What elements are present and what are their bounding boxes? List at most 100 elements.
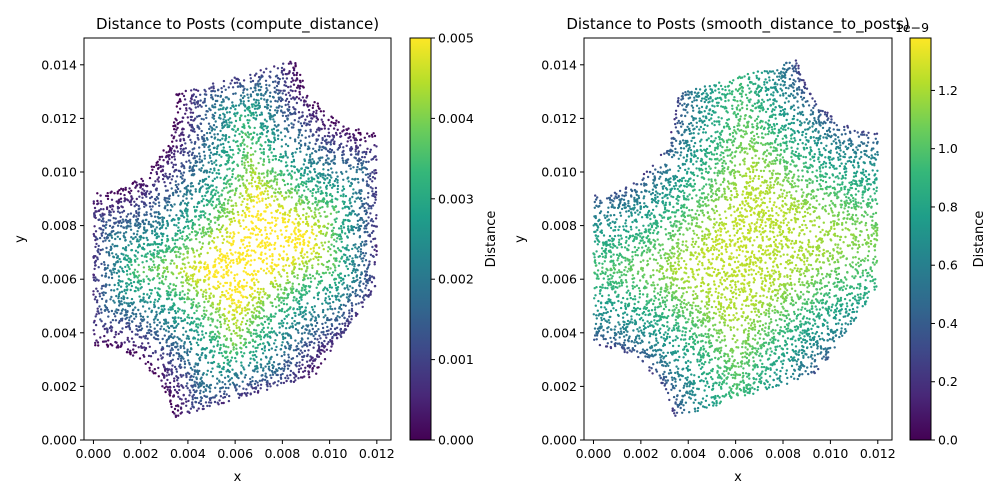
data-point (253, 269, 256, 272)
data-point (274, 195, 277, 198)
data-point (248, 182, 251, 185)
data-point (224, 338, 228, 341)
data-point (170, 373, 173, 376)
data-point (359, 280, 362, 283)
data-point (142, 280, 145, 283)
data-point (362, 166, 366, 169)
data-point (345, 144, 348, 147)
data-point (357, 264, 360, 267)
data-point (219, 143, 223, 146)
data-point (185, 374, 188, 377)
data-point (213, 236, 216, 240)
data-point (181, 309, 184, 312)
data-point (173, 365, 177, 369)
data-point (311, 274, 315, 278)
data-point (100, 232, 103, 235)
data-point (340, 227, 343, 230)
data-point (259, 358, 263, 361)
data-point (313, 310, 316, 314)
data-point (208, 127, 211, 131)
data-point (158, 204, 161, 207)
data-point (135, 215, 138, 218)
data-point (306, 267, 309, 270)
data-point (148, 205, 152, 208)
data-point (216, 340, 220, 343)
data-point (245, 179, 249, 182)
data-point (345, 170, 348, 173)
data-point (342, 146, 345, 149)
data-point (212, 360, 216, 364)
data-point (321, 326, 325, 330)
data-point (165, 219, 169, 223)
data-point (222, 238, 226, 241)
data-point (135, 324, 138, 328)
data-point (202, 171, 206, 174)
data-point (211, 338, 215, 341)
data-point (204, 389, 208, 392)
data-point (128, 187, 131, 190)
data-point (178, 293, 181, 297)
data-point (343, 287, 346, 290)
data-point (288, 326, 291, 330)
data-point (286, 374, 289, 377)
data-point (267, 196, 270, 200)
data-point (297, 368, 301, 371)
data-point (188, 340, 192, 344)
data-point (266, 333, 269, 336)
data-point (347, 229, 350, 232)
data-point (365, 150, 368, 154)
data-point (312, 115, 316, 118)
data-point (290, 289, 294, 292)
data-point (210, 184, 213, 187)
data-point (243, 368, 246, 371)
data-point (284, 327, 288, 330)
data-point (115, 271, 119, 275)
data-point (286, 296, 290, 299)
data-point (287, 103, 290, 106)
data-point (176, 310, 180, 313)
data-point (265, 262, 269, 265)
data-point (228, 329, 231, 332)
data-point (321, 172, 325, 176)
data-point (191, 111, 195, 115)
data-point (264, 292, 267, 295)
data-point (253, 126, 256, 130)
data-point (188, 289, 191, 292)
data-point (253, 180, 257, 183)
data-point (286, 275, 289, 278)
data-point (221, 241, 224, 245)
data-point (284, 154, 288, 157)
data-point (361, 155, 364, 159)
data-point (317, 172, 320, 175)
data-point (365, 240, 368, 243)
data-point (370, 231, 374, 235)
data-point (124, 238, 127, 242)
data-point (292, 69, 296, 72)
data-point (321, 302, 324, 305)
data-point (204, 113, 207, 117)
data-point (217, 223, 221, 227)
data-point (273, 298, 277, 301)
data-point (256, 346, 259, 349)
data-point (294, 89, 297, 93)
data-point (274, 157, 277, 161)
data-point (238, 312, 242, 316)
data-point (119, 231, 122, 234)
data-point (368, 263, 371, 266)
data-point (155, 164, 158, 167)
data-point (205, 232, 208, 236)
data-point (139, 315, 143, 318)
data-point (242, 387, 245, 390)
data-point (225, 270, 228, 274)
data-point (230, 79, 234, 82)
data-point (167, 144, 170, 148)
data-point (306, 302, 309, 305)
data-point (234, 114, 237, 118)
data-point (138, 357, 142, 360)
data-point (280, 138, 284, 141)
data-point (249, 254, 252, 257)
data-point (174, 346, 178, 349)
data-point (259, 76, 263, 79)
data-point (300, 298, 303, 301)
data-point (323, 241, 327, 244)
